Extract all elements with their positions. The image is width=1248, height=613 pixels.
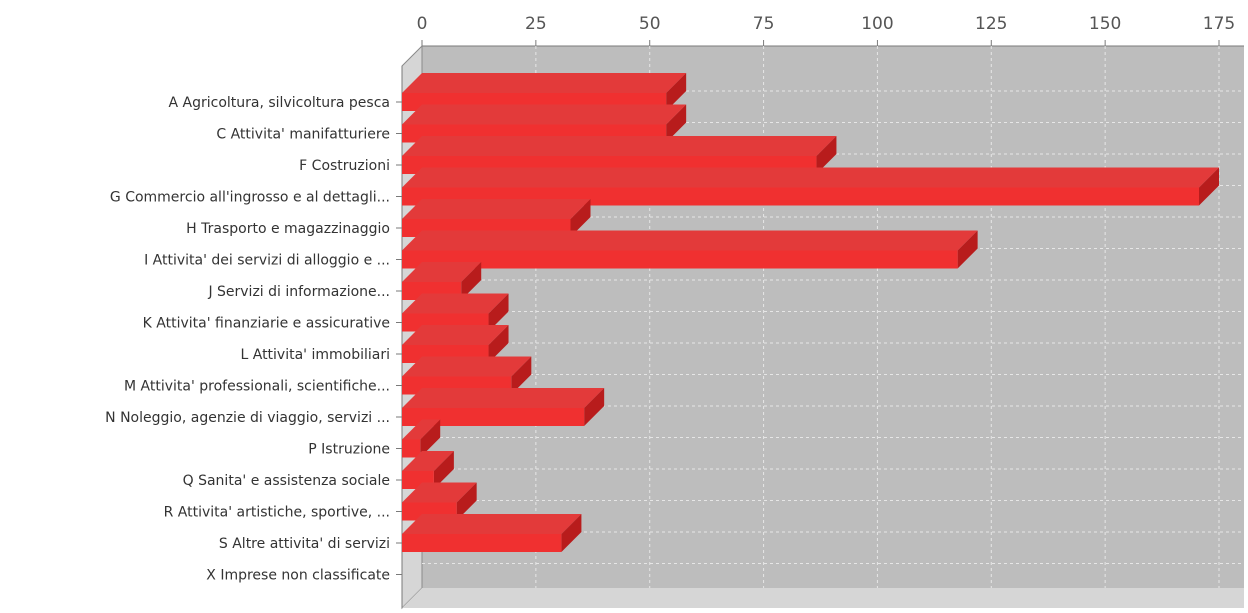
bar-top-face bbox=[402, 230, 978, 251]
bar-side-face bbox=[584, 388, 605, 426]
y-category-label: R Attivita' artistiche, sportive, ... bbox=[164, 505, 390, 521]
bar-side-face bbox=[461, 262, 482, 300]
bar-front-face bbox=[402, 250, 958, 269]
bar-front-face bbox=[402, 534, 562, 552]
bar-top-face bbox=[402, 451, 454, 471]
bar-top-face bbox=[402, 167, 1219, 188]
bar bbox=[402, 514, 582, 552]
gridlines bbox=[422, 46, 1244, 588]
bar-front-face bbox=[402, 187, 1199, 206]
y-category-label: G Commercio all'ingrosso e al dettagli..… bbox=[110, 190, 390, 206]
bar-side-face bbox=[488, 293, 509, 332]
y-axis-labels: A Agricoltura, silvicoltura pesca C Attiv… bbox=[105, 95, 402, 584]
y-category-label: J Servizi di informazione... bbox=[207, 284, 390, 300]
bar-side-face bbox=[561, 514, 582, 552]
bar-side-face bbox=[666, 104, 687, 143]
x-tick-label: 25 bbox=[525, 14, 547, 34]
bar-front-face bbox=[402, 439, 421, 458]
bar-side-face bbox=[420, 419, 441, 458]
y-category-label: A Agricoltura, silvicoltura pesca bbox=[168, 95, 390, 111]
y-category-label: P Istruzione bbox=[308, 442, 390, 458]
bars bbox=[402, 73, 1219, 552]
y-category-label: K Attivita' finanziarie e assicurative bbox=[143, 316, 390, 332]
x-tick-label: 75 bbox=[753, 14, 775, 34]
bar bbox=[402, 230, 978, 269]
x-tick-label: 150 bbox=[1089, 14, 1121, 34]
y-category-label: N Noleggio, agenzie di viaggio, servizi … bbox=[105, 410, 390, 426]
y-category-label: H Trasporto e magazzinaggio bbox=[186, 221, 390, 237]
bar-top-face bbox=[402, 514, 582, 534]
bar-top-face bbox=[402, 293, 509, 314]
y-category-label: Q Sanita' e assistenza sociale bbox=[183, 473, 390, 489]
bar-side-face bbox=[456, 482, 477, 521]
x-tick-label: 175 bbox=[1203, 14, 1235, 34]
x-tick-label: 100 bbox=[861, 14, 893, 34]
x-tick-label: 50 bbox=[639, 14, 661, 34]
bar-top-face bbox=[402, 262, 482, 282]
y-category-label: X Imprese non classificate bbox=[206, 568, 390, 584]
y-category-label: M Attivita' professionali, scientifiche.… bbox=[124, 379, 390, 395]
bar-front-face bbox=[402, 408, 585, 426]
bar-top-face bbox=[402, 325, 509, 345]
bar-top-face bbox=[402, 482, 477, 503]
bar-top-face bbox=[402, 104, 687, 125]
bar-top-face bbox=[402, 199, 591, 219]
x-tick-label: 0 bbox=[417, 14, 428, 34]
bar-side-face bbox=[570, 199, 591, 237]
bar-top-face bbox=[402, 419, 441, 440]
bar-side-face bbox=[666, 73, 687, 111]
bar bbox=[402, 419, 441, 458]
x-axis-ticks: 0 25 50 75 100 125 150 175 bbox=[417, 14, 1235, 46]
bar-side-face bbox=[488, 325, 509, 363]
bar-side-face bbox=[433, 451, 454, 489]
bar-top-face bbox=[402, 388, 605, 408]
y-category-label: C Attivita' manifatturiere bbox=[216, 127, 390, 143]
bar-side-face bbox=[957, 230, 978, 269]
y-category-label: I Attivita' dei servizi di alloggio e ..… bbox=[144, 253, 390, 269]
bar bbox=[402, 388, 605, 426]
bar-side-face bbox=[511, 356, 532, 395]
y-category-label: F Costruzioni bbox=[299, 158, 390, 174]
bar bbox=[402, 482, 477, 521]
y-category-label: L Attivita' immobiliari bbox=[240, 347, 390, 363]
bar-top-face bbox=[402, 356, 532, 377]
bar bbox=[402, 167, 1219, 206]
plot-floor bbox=[402, 588, 1244, 608]
bar-top-face bbox=[402, 136, 837, 156]
y-category-label: S Altre attivita' di servizi bbox=[219, 536, 390, 552]
bar-top-face bbox=[402, 73, 687, 93]
bar-side-face bbox=[1199, 167, 1219, 206]
bar-side-face bbox=[816, 136, 837, 174]
x-tick-label: 125 bbox=[975, 14, 1007, 34]
